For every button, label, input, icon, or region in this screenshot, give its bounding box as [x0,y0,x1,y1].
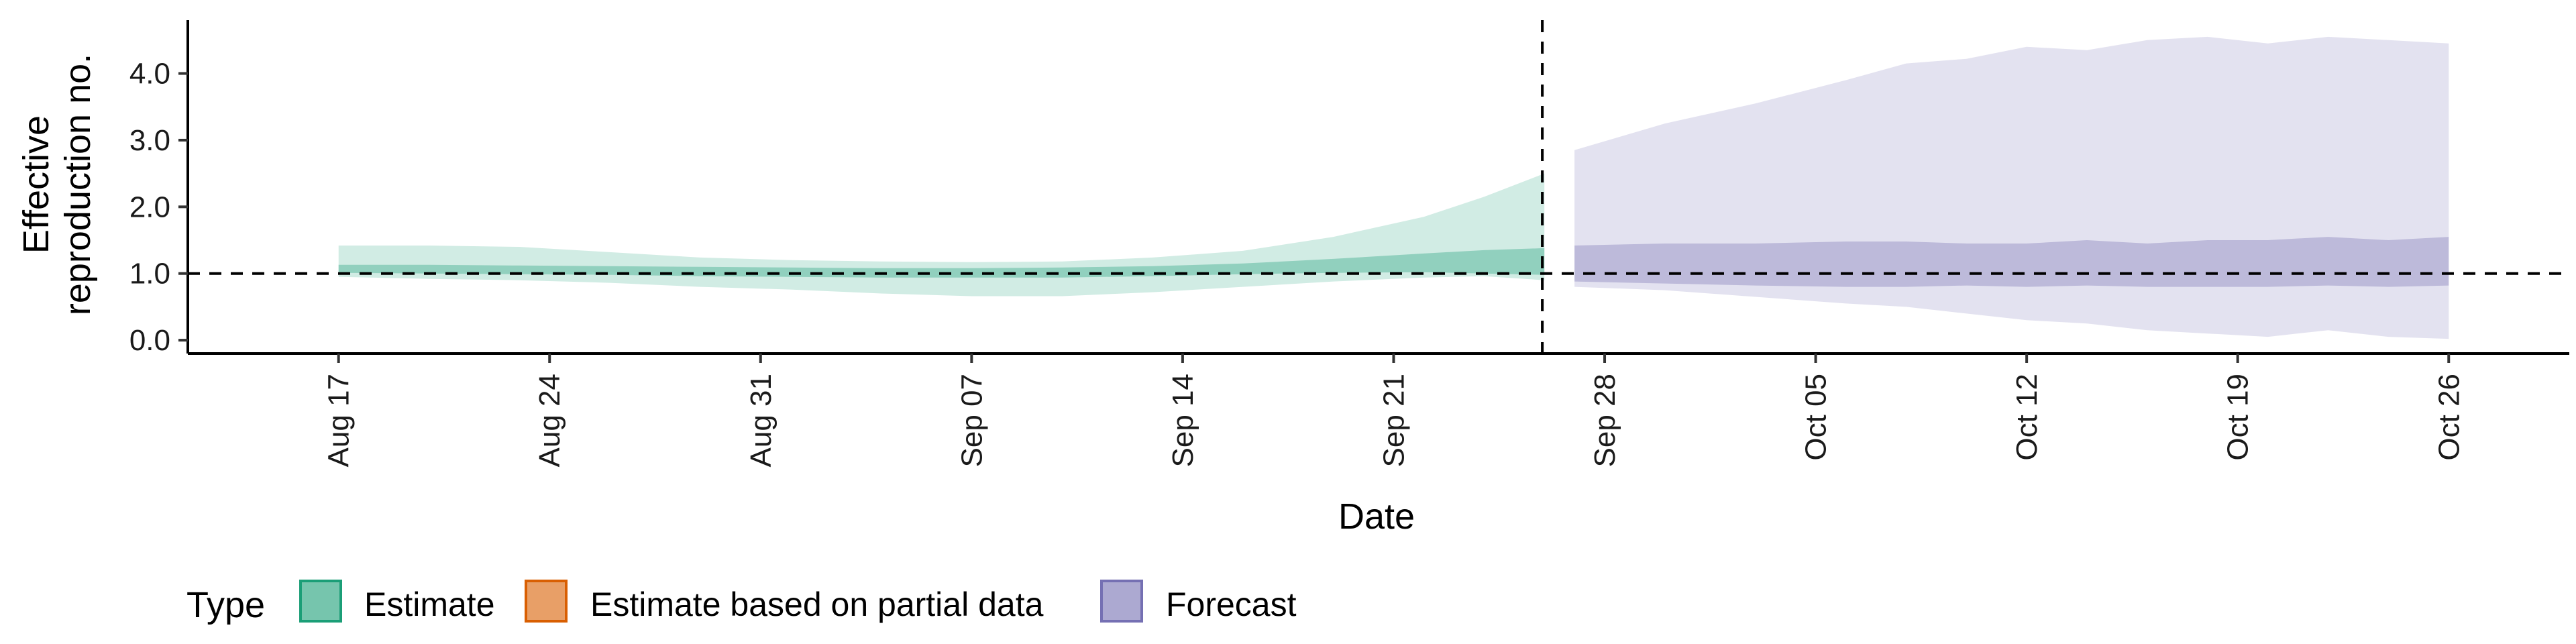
y-axis-title-line-2: reproduction no. [58,54,98,315]
x-tick-label: Oct 19 [2222,374,2255,461]
x-tick-label: Oct 05 [1800,374,1833,461]
x-ticks: Aug 17 Aug 24 Aug 31 Sep 07 Sep 14 Sep 21 Sep … [323,354,2465,467]
x-axis-title: Date [1338,496,1415,537]
legend-label-forecast: Forecast [1166,586,1297,623]
legend: Type Estimate Estimate based on partial … [186,580,1297,625]
x-tick-label: Aug 17 [323,374,356,467]
x-tick-label: Sep 28 [1589,374,1621,467]
y-tick-label: 0.0 [129,324,170,357]
x-tick-label: Sep 14 [1167,374,1199,467]
legend-key-forecast [1100,580,1143,623]
forecast-outer-band [1574,36,2449,339]
bands-layer [338,36,2449,339]
legend-key-estimate [299,580,342,623]
legend-item-forecast: Forecast [1100,580,1297,623]
y-tick-label: 2.0 [129,191,170,223]
y-tick-label: 1.0 [129,258,170,290]
x-tick-label: Oct 12 [2010,374,2043,461]
estimate-inner-band [338,248,1545,278]
y-ticks: 0.0 1.0 2.0 3.0 4.0 [129,58,188,357]
y-tick-label: 4.0 [129,58,170,91]
legend-item-partial: Estimate based on partial data [525,580,1044,623]
x-tick-label: Aug 24 [533,374,566,467]
legend-label-partial: Estimate based on partial data [590,586,1044,623]
legend-key-partial [525,580,568,623]
y-axis-title-line-1: Effective [16,115,56,254]
legend-item-estimate: Estimate [299,580,495,623]
x-tick-label: Sep 21 [1378,374,1411,467]
x-tick-label: Oct 26 [2432,374,2465,461]
estimate-outer-band [338,173,1545,297]
legend-label-estimate: Estimate [364,586,495,623]
y-axis-title: Effective reproduction no. [16,54,98,315]
legend-title: Type [186,585,265,625]
reference-lines [188,20,2569,354]
x-tick-label: Aug 31 [745,374,777,467]
axes [186,20,2569,355]
x-tick-label: Sep 07 [955,374,988,467]
forecast-inner-band [1574,237,2449,287]
y-tick-label: 3.0 [129,124,170,157]
